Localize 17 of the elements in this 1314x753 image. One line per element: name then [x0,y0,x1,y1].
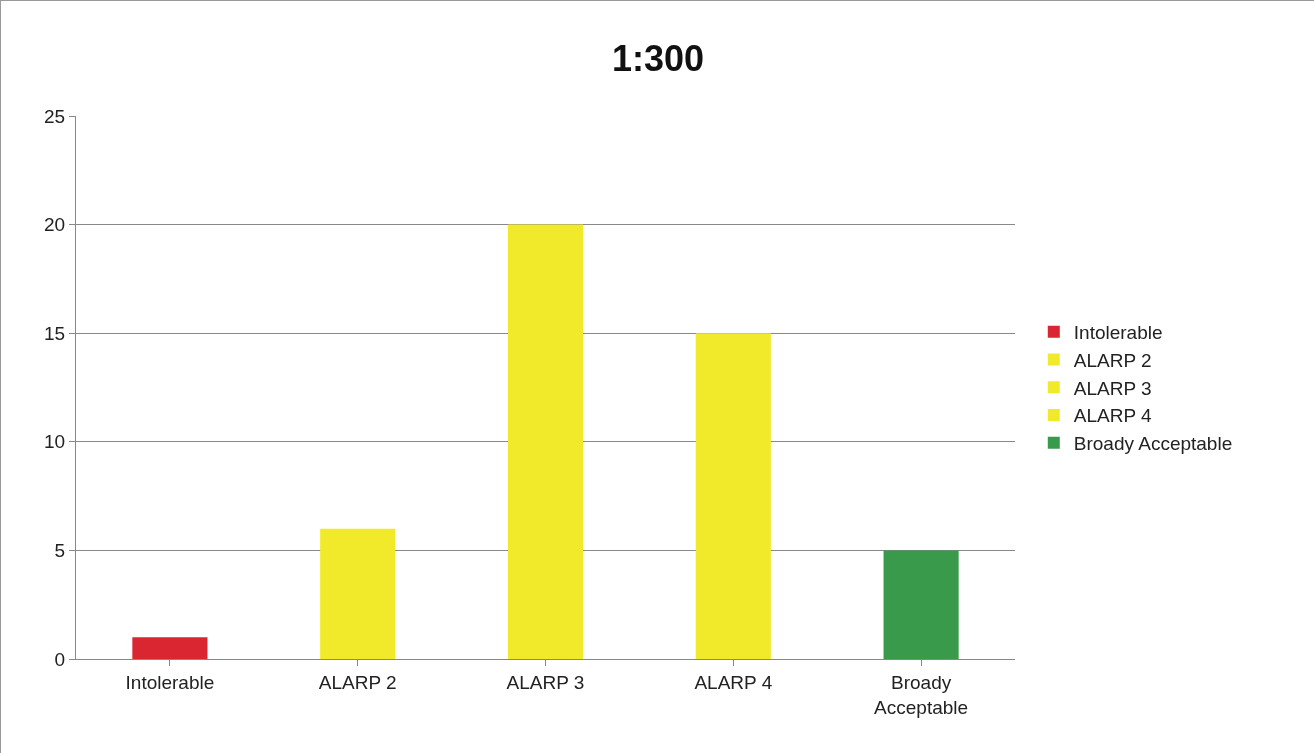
chart-title: 1:300 [611,38,705,80]
legend-label: Intolerable [1073,322,1163,344]
y-tick-label: 20 [44,214,66,236]
y-tick-label: 10 [44,431,66,453]
legend-label: ALARP 4 [1073,405,1153,427]
x-tick-label: ALARP 4 [694,671,773,693]
y-tick-label: 15 [44,322,66,344]
legend-label: Broady Acceptable [1073,433,1233,455]
x-tick-label: Broady Acceptable [874,671,969,718]
x-tick-label: ALARP 3 [506,671,585,693]
y-tick-label: 0 [54,648,66,670]
legend-label: ALARP 2 [1073,349,1152,371]
y-tick-label: 5 [54,540,66,562]
legend-label: ALARP 3 [1073,377,1152,399]
x-tick-label: ALARP 2 [318,671,397,693]
y-tick-label: 25 [44,105,66,127]
x-tick-label: Intolerable [125,671,215,693]
